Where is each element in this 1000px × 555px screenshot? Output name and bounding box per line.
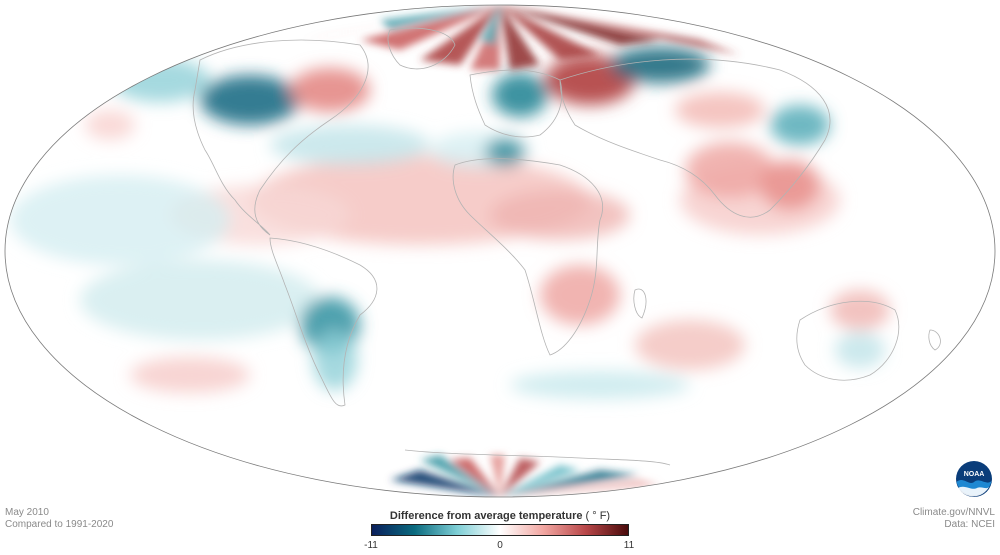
noaa-logo: NOAA <box>956 461 992 497</box>
baseline-label: Compared to 1991-2020 <box>5 519 114 530</box>
map-caption-left: May 2010 Compared to 1991-2020 <box>5 507 113 531</box>
globe-outline <box>4 4 996 498</box>
temperature-anomaly-map <box>4 4 996 498</box>
legend-color-bar <box>371 524 629 536</box>
continent-outlines <box>192 27 941 466</box>
legend-tick-min: -11 <box>364 540 378 551</box>
legend-unit: ( ° F) <box>585 510 611 522</box>
arctic-streaks <box>300 5 740 70</box>
antarctic-streaks <box>390 455 660 497</box>
legend-title-text: Difference from average temperature <box>389 510 583 522</box>
map-caption-right: Climate.gov/NNVL Data: NCEI <box>913 507 995 531</box>
anomaly-field <box>5 5 995 497</box>
source-label: Climate.gov/NNVL <box>912 507 995 518</box>
date-label: May 2010 <box>5 507 49 518</box>
data-credit-label: Data: NCEI <box>944 519 995 530</box>
noaa-logo-text: NOAA <box>964 471 985 478</box>
legend-tick-max: 11 <box>623 540 635 551</box>
legend-title: Difference from average temperature ( ° … <box>300 510 700 522</box>
legend-tick-mid: 0 <box>497 540 503 551</box>
